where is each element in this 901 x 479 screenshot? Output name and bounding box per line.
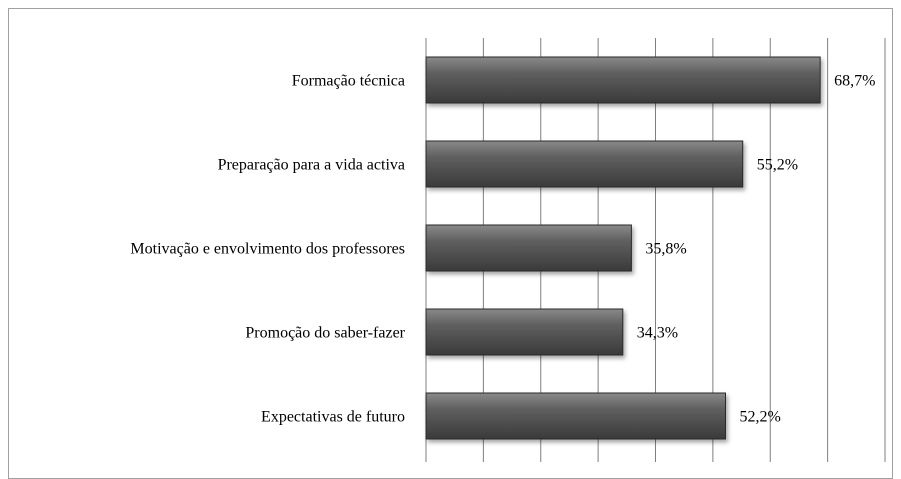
y-tick-label: Motivação e envolvimento dos professores <box>130 241 405 258</box>
y-tick-label: Preparação para a vida activa <box>218 157 405 174</box>
bar <box>425 392 726 440</box>
bar <box>425 56 821 104</box>
value-label: 52,2% <box>739 409 780 426</box>
y-tick-label: Promoção do saber-fazer <box>245 325 405 342</box>
value-label: 34,3% <box>637 325 678 342</box>
value-label: 55,2% <box>757 157 798 174</box>
value-label: 68,7% <box>834 73 875 90</box>
bar <box>425 140 744 188</box>
value-label: 35,8% <box>645 241 686 258</box>
bar <box>425 224 632 272</box>
y-tick-label: Expectativas de futuro <box>261 409 405 426</box>
y-tick-label: Formação técnica <box>292 73 405 90</box>
bar <box>425 308 624 356</box>
